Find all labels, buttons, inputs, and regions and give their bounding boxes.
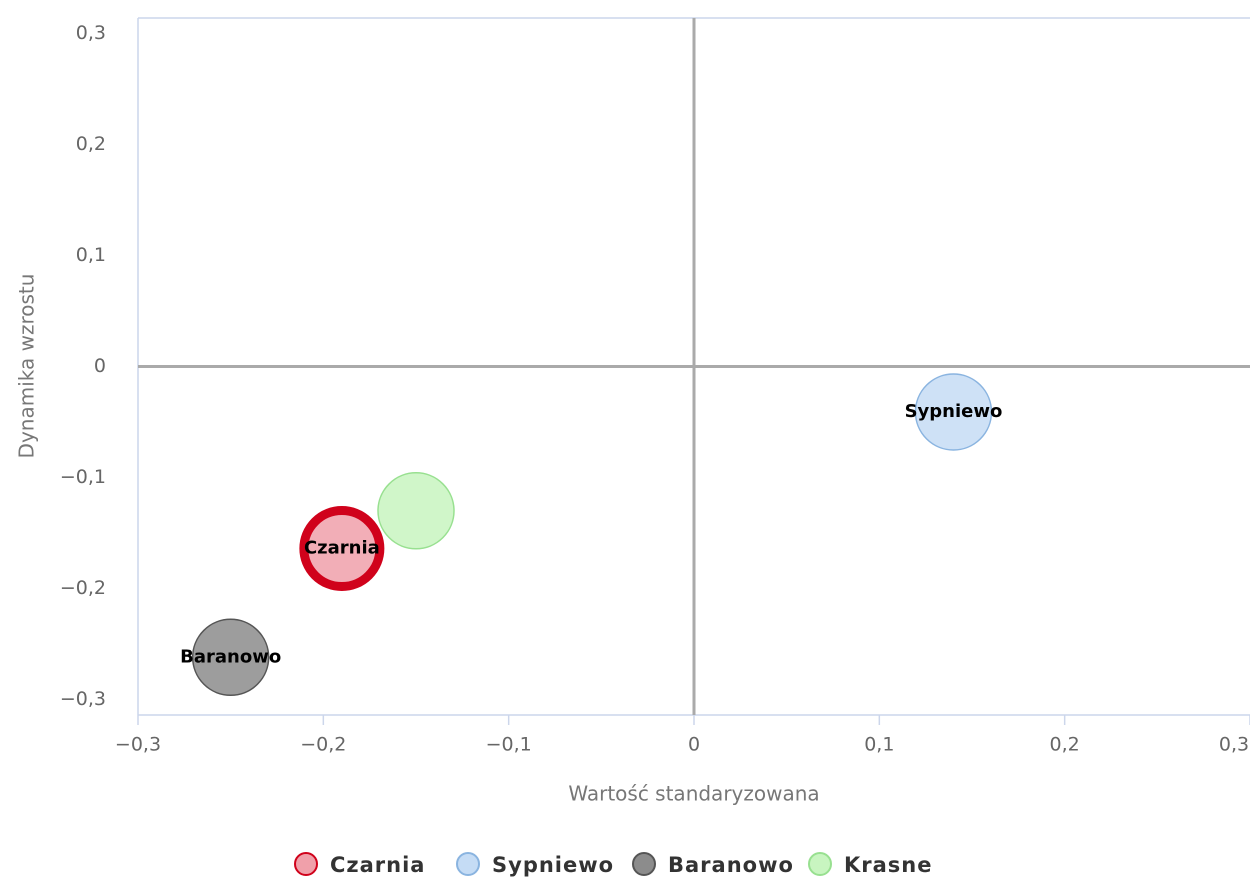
x-tick-label: −0,2 (300, 734, 346, 756)
x-tick-label: 0,3 (1219, 734, 1249, 756)
y-tick-label: 0 (94, 355, 106, 377)
bubble (191, 618, 270, 697)
y-axis-title: Dynamika wzrostu (15, 274, 39, 459)
y-tick-label: −0,3 (60, 688, 106, 710)
legend-marker (294, 852, 318, 876)
legend-marker (456, 852, 480, 876)
legend-marker (808, 852, 832, 876)
bubble (299, 506, 385, 592)
x-tick-label: 0 (688, 734, 700, 756)
legend-label: Czarnia (330, 853, 425, 877)
y-tick-label: −0,1 (60, 466, 106, 488)
data-label: Czarnia (304, 538, 380, 559)
bubble (914, 373, 993, 451)
x-tick-label: 0,1 (864, 734, 894, 756)
x-axis-title: Wartość standaryzowana (568, 782, 819, 806)
legend-marker (632, 852, 656, 876)
legend-label: Sypniewo (492, 853, 614, 877)
x-tick-label: 0,2 (1050, 734, 1080, 756)
legend-label: Baranowo (668, 853, 794, 877)
data-label: Sypniewo (905, 401, 1003, 422)
bubble (377, 472, 455, 550)
y-tick-label: 0,3 (76, 22, 106, 44)
y-tick-label: 0,1 (76, 244, 106, 266)
x-tick-label: −0,3 (115, 734, 161, 756)
y-tick-label: 0,2 (76, 133, 106, 155)
x-tick-label: −0,1 (486, 734, 532, 756)
data-label: Baranowo (180, 646, 281, 667)
y-tick-label: −0,2 (60, 577, 106, 599)
legend-label: Krasne (844, 853, 933, 877)
